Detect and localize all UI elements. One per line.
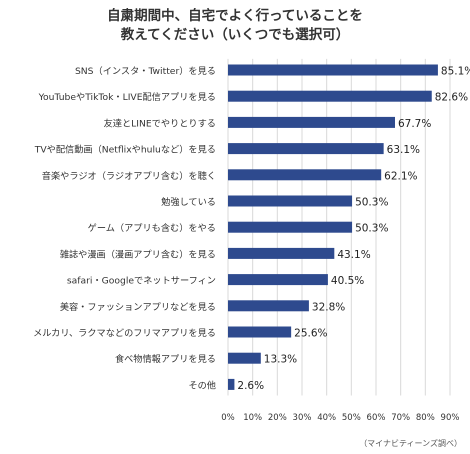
category-label: YouTubeやTikTok・LIVE配信アプリを見る xyxy=(38,91,216,103)
x-tick-label: 0% xyxy=(221,413,235,423)
bar xyxy=(228,64,438,76)
bar xyxy=(228,247,335,259)
value-label: 82.6% xyxy=(435,92,468,104)
value-label: 32.8% xyxy=(312,301,345,313)
bar xyxy=(228,352,261,364)
category-label: 音楽やラジオ（ラジオアプリ含む）を聴く xyxy=(42,170,216,182)
bar xyxy=(228,300,309,312)
category-label: SNS（インスタ・Twitter）を見る xyxy=(75,66,216,77)
x-tick-label: 70% xyxy=(391,413,410,423)
category-label: 美容・ファッションアプリなどを見る xyxy=(60,301,216,313)
x-tick-label: 20% xyxy=(268,413,287,423)
x-tick-label: 90% xyxy=(441,413,460,423)
bar xyxy=(228,169,382,181)
bar xyxy=(228,143,384,155)
value-label: 43.1% xyxy=(337,249,370,261)
x-tick-label: 10% xyxy=(243,413,262,423)
bar xyxy=(228,90,432,102)
category-label: 勉強している xyxy=(161,196,216,208)
value-label: 40.5% xyxy=(331,275,364,287)
category-label: 雑誌や漫画（漫画アプリ含む）を見る xyxy=(60,248,216,260)
source-note: （マイナビティーンズ調べ） xyxy=(359,438,462,448)
category-label: その他 xyxy=(188,379,216,391)
value-label: 25.6% xyxy=(294,328,327,340)
value-label: 63.1% xyxy=(387,144,420,156)
value-label: 2.6% xyxy=(237,380,264,392)
bar xyxy=(228,326,292,338)
x-tick-label: 50% xyxy=(342,413,361,423)
value-label: 67.7% xyxy=(398,118,431,130)
category-label: 食べ物情報アプリを見る xyxy=(115,353,216,365)
x-tick-label: 60% xyxy=(367,413,386,423)
bar xyxy=(228,116,395,128)
category-label: ゲーム（アプリも含む）をやる xyxy=(88,222,216,234)
category-label: TVや配信動画（Netflixやhuluなど）を見る xyxy=(34,144,216,156)
chart-title-line: 自粛期間中、自宅でよく行っていることを xyxy=(107,7,363,24)
value-label: 85.1% xyxy=(441,66,470,78)
value-label: 50.3% xyxy=(355,197,388,209)
bar xyxy=(228,274,328,286)
value-label: 62.1% xyxy=(384,170,417,182)
bar xyxy=(228,221,353,233)
x-tick-label: 30% xyxy=(293,413,312,423)
category-label: 友達とLINEでやりとりする xyxy=(104,117,216,129)
x-tick-label: 80% xyxy=(416,413,435,423)
bar xyxy=(228,378,235,390)
category-label: safari・Googleでネットサーフィン xyxy=(67,276,216,287)
x-tick-label: 40% xyxy=(317,413,336,423)
category-label: メルカリ、ラクマなどのフリマアプリを見る xyxy=(33,328,216,339)
value-label: 50.3% xyxy=(355,223,388,235)
value-label: 13.3% xyxy=(264,354,297,366)
chart-title-line: 教えてください（いくつでも選択可） xyxy=(121,26,349,43)
bar xyxy=(228,195,353,207)
